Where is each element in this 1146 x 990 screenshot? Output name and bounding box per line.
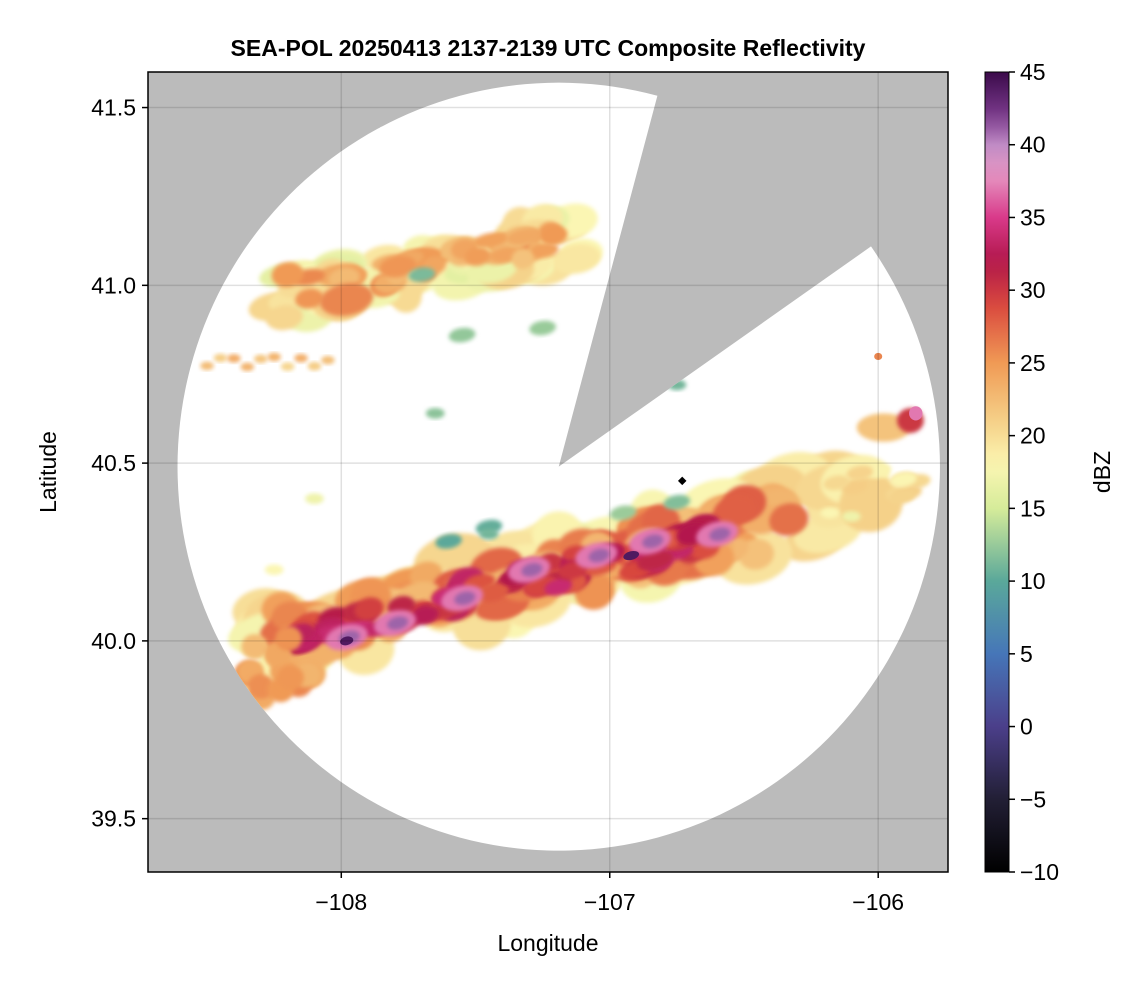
echo-cell: [709, 527, 731, 541]
echo-cell: [713, 495, 756, 527]
echo-cell: [588, 548, 610, 563]
echo-cell: [476, 582, 509, 603]
colorbar-label: dBZ: [1089, 451, 1115, 493]
echo-northern-band: [200, 203, 603, 372]
y-axis: 39.5 40.0 40.5 41.0 41.5: [91, 95, 148, 832]
y-tick-label: 39.5: [91, 806, 136, 832]
echo-cell: [295, 288, 324, 309]
echo-cell: [408, 267, 436, 282]
echo-cell: [320, 283, 374, 316]
echo-cell: [552, 243, 601, 274]
colorbar-tick-label: 5: [1020, 641, 1033, 667]
echo-cell: [642, 534, 664, 549]
echo-cell: [379, 255, 417, 278]
echo-cell: [305, 493, 324, 504]
echo-cell: [846, 465, 874, 481]
echo-cell: [479, 528, 499, 540]
echo-main-band: [228, 450, 931, 711]
echo-cell: [280, 362, 295, 371]
colorbar-tick-label: 30: [1020, 277, 1046, 303]
x-axis: −108 −107 −106: [315, 872, 904, 915]
y-tick-label: 41.5: [91, 95, 136, 121]
y-tick-label: 41.0: [91, 272, 136, 298]
echo-cell: [213, 353, 228, 363]
echo-cell: [277, 665, 304, 691]
x-tick-label: −108: [315, 889, 367, 915]
colorbar-tick-label: −5: [1020, 786, 1046, 812]
echo-cell: [448, 327, 476, 343]
plot-area: [147, 71, 949, 873]
echo-cell: [677, 476, 687, 486]
echo-cell: [529, 320, 556, 336]
echo-cell: [890, 472, 917, 488]
echo-cell: [340, 636, 354, 646]
echo-cell: [823, 475, 850, 491]
colorbar-tick-label: 40: [1020, 132, 1046, 158]
echo-cell: [542, 225, 568, 245]
echo-cell: [464, 246, 491, 266]
colorbar-tick-label: 25: [1020, 350, 1046, 376]
colorbar-tick-label: 20: [1020, 423, 1046, 449]
y-tick-label: 40.5: [91, 450, 136, 476]
echo-cell: [307, 361, 322, 371]
echo-cell: [266, 305, 303, 331]
plot-frame: [147, 71, 949, 873]
colorbar-tick-label: 45: [1020, 59, 1046, 85]
y-tick-label: 40.0: [91, 628, 136, 654]
echo-cell: [636, 550, 674, 571]
echo-cell: [264, 564, 284, 576]
echo-cell: [321, 355, 335, 365]
echo-cell: [841, 511, 861, 522]
echo-cell: [200, 361, 214, 371]
echo-cell: [241, 634, 269, 659]
echo-cell: [530, 242, 559, 259]
echo-cell: [521, 563, 543, 577]
colorbar-tick-label: 15: [1020, 495, 1046, 521]
y-axis-label: Latitude: [35, 431, 61, 513]
echo-cell: [888, 489, 915, 505]
echo-cell: [240, 362, 255, 372]
colorbar-tick-label: −10: [1020, 859, 1059, 885]
colorbar-tick-label: 35: [1020, 204, 1046, 230]
echo-cell: [663, 494, 691, 510]
colorbar-tick-label: 10: [1020, 568, 1046, 594]
echo-cell: [623, 550, 640, 561]
echo-cell: [294, 353, 308, 363]
echo-cell: [472, 232, 508, 249]
echo-east-cell: [856, 352, 924, 442]
echo-cell: [820, 507, 840, 519]
echo-cell: [227, 354, 241, 363]
echo-cell: [267, 352, 281, 362]
echo-cell: [506, 228, 542, 245]
grid-lines: [148, 72, 948, 872]
echo-cell: [275, 626, 303, 651]
echo-cell: [874, 352, 883, 361]
echo-cell: [254, 354, 268, 364]
echo-cell: [435, 533, 462, 549]
echo-cell: [909, 406, 923, 421]
echo-cell: [387, 616, 409, 630]
colorbar: −10 −5 0 5 10 15 20 25 30 35 40 45 dBZ: [984, 59, 1115, 885]
echo-cell: [454, 591, 476, 605]
echo-cell: [769, 503, 809, 537]
echo-cell: [544, 578, 573, 596]
chart-title: SEA-POL 20250413 2137-2139 UTC Composite…: [231, 35, 866, 61]
echo-cell: [425, 408, 445, 419]
echo-cell: [410, 605, 439, 626]
echo-layer: [200, 203, 931, 711]
x-axis-label: Longitude: [497, 930, 598, 956]
echo-cell: [354, 597, 384, 621]
colorbar-gradient: [984, 71, 1010, 873]
echo-cell: [271, 262, 304, 288]
x-tick-label: −106: [852, 889, 904, 915]
colorbar-ticks: −10 −5 0 5 10 15 20 25 30 35 40 45: [1009, 59, 1059, 885]
echo-cell: [511, 248, 534, 270]
echo-cell: [856, 413, 911, 442]
echo-cell: [609, 505, 637, 521]
colorbar-tick-label: 0: [1020, 714, 1033, 740]
x-tick-label: −107: [584, 889, 636, 915]
